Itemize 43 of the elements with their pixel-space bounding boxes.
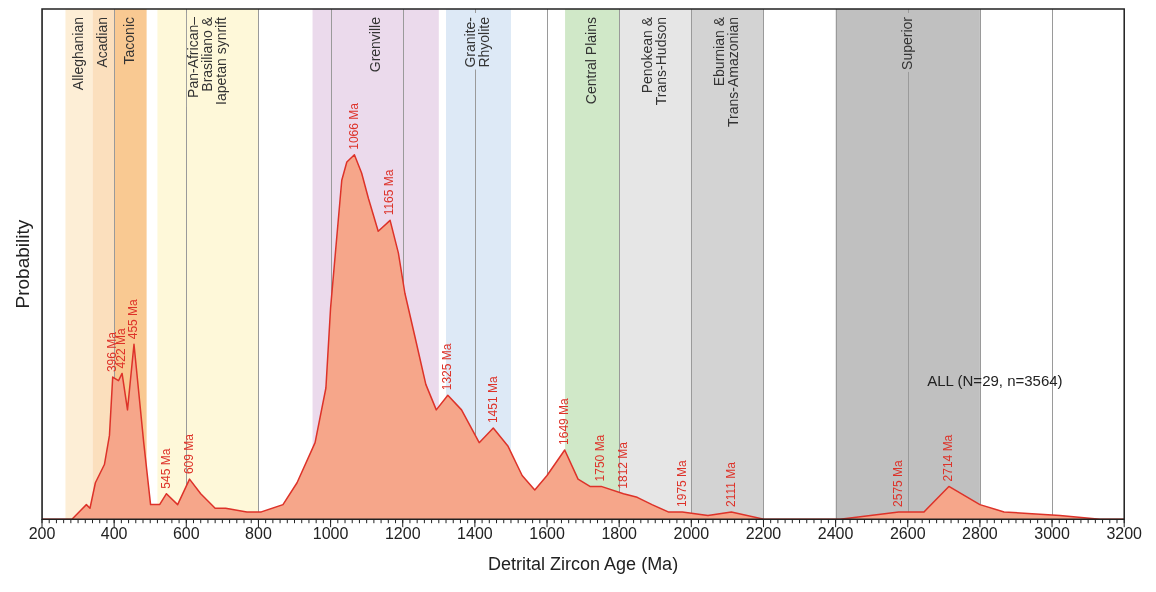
band-label: Central Plains	[582, 17, 599, 105]
band-label: Penokean & Trans-Hudson	[639, 16, 670, 106]
annotation: 1325 Ma	[440, 343, 455, 391]
annotation: 1165 Ma	[382, 169, 397, 216]
annotation: 455 Ma	[126, 298, 141, 340]
annotation: 1975 Ma	[674, 459, 689, 507]
x-tick-label: 800	[245, 525, 272, 543]
band-label: Superior	[898, 16, 915, 70]
annotation: 1451 Ma	[485, 376, 500, 424]
x-tick-label: 1000	[312, 525, 349, 543]
x-tick-label: 2800	[962, 525, 998, 543]
annotation: ALL (N=29, n=3564)	[927, 371, 1063, 389]
x-tick-label: 1400	[457, 525, 493, 543]
x-tick-label: 1600	[529, 525, 565, 543]
band-label: Pan-African– Brasiliano & Iapetan synrift	[184, 16, 229, 105]
x-tick-label: 600	[172, 525, 200, 543]
x-axis-title: Detrital Zircon Age (Ma)	[488, 554, 679, 575]
annotation: 609 Ma	[181, 433, 196, 475]
annotation: 1812 Ma	[615, 441, 630, 489]
band-label: Eburnian & Trans-Amazonian	[711, 16, 742, 127]
x-tick-label: 3200	[1106, 525, 1143, 543]
band-label: Taconic	[121, 17, 138, 65]
annotation: 1750 Ma	[593, 434, 608, 482]
x-tick-label: 200	[28, 525, 56, 543]
band-label: Acadian	[94, 17, 111, 68]
x-tick-label: 2000	[673, 525, 710, 543]
x-tick-label: 2400	[817, 525, 854, 543]
x-tick-label: 1200	[384, 525, 421, 543]
annotation: 545 Ma	[158, 448, 173, 489]
annotation: 2111 Ma	[723, 461, 738, 507]
band-label: Granite- Rhyolite	[462, 16, 493, 68]
x-tick-label: 1800	[601, 525, 638, 543]
annotation: 1066 Ma	[346, 102, 361, 150]
annotation: 1649 Ma	[557, 397, 572, 445]
annotation: 2714 Ma	[941, 434, 956, 482]
band-label: Alleghanian	[69, 17, 86, 91]
x-tick-label: 3000	[1034, 525, 1070, 543]
band-label: Grenville	[366, 16, 383, 73]
x-tick-label: 2600	[889, 525, 926, 543]
x-tick-label: 2200	[745, 525, 782, 543]
annotation: 2575 Ma	[891, 459, 906, 507]
y-axis-title: Probability	[11, 219, 33, 309]
x-tick-label: 400	[100, 525, 128, 543]
